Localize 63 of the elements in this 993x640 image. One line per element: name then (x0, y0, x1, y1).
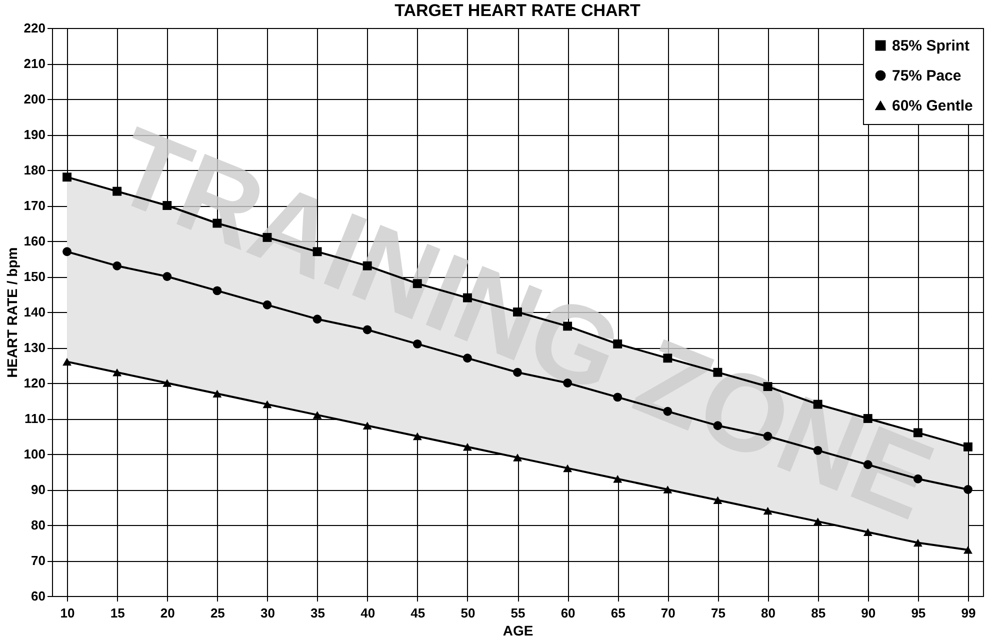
x-tick-label: 25 (210, 606, 225, 620)
point (863, 528, 872, 536)
point (964, 442, 972, 452)
point (513, 454, 522, 462)
point (312, 411, 322, 419)
legend-label: 75% Pace (892, 68, 962, 84)
x-tick-label: 65 (610, 606, 626, 620)
x-tick-label: 85 (811, 606, 826, 620)
x-axis-title: AGE (502, 622, 534, 638)
y-tick-label: 190 (24, 127, 46, 142)
point (964, 485, 972, 494)
x-tick-label: 99 (961, 606, 976, 620)
point (613, 392, 622, 402)
legend-label: 60% Gentle (892, 98, 973, 114)
point (62, 172, 72, 182)
point (412, 432, 422, 440)
x-tick-label: 90 (861, 606, 876, 620)
point (62, 358, 72, 366)
y-tick-label: 210 (24, 56, 46, 71)
x-tick-label: 10 (60, 606, 75, 620)
x-tick-label: 30 (260, 606, 275, 620)
y-tick-label: 200 (24, 92, 46, 106)
point (62, 247, 72, 256)
x-tick-label: 40 (360, 606, 376, 620)
y-tick-label: 180 (24, 162, 46, 178)
x-tick-label: 15 (110, 606, 125, 620)
legend-label: 85% Sprint (892, 38, 970, 54)
y-tick-label: 80 (31, 518, 46, 532)
y-tick-label: 160 (24, 234, 46, 248)
y-tick-label: 150 (24, 269, 46, 284)
x-tick-label: 75 (710, 606, 726, 620)
y-axis-title: HEART RATE / bpm (4, 247, 20, 378)
y-tick-label: 90 (31, 482, 46, 497)
point (112, 186, 122, 196)
point (462, 443, 472, 451)
x-tick-label: 60 (560, 606, 576, 620)
x-tick-label: 50 (460, 606, 476, 620)
y-tick-label: 70 (31, 553, 46, 568)
point (112, 368, 122, 376)
y-tick-label: 140 (24, 304, 46, 320)
y-tick-label: 220 (24, 20, 46, 36)
y-tick-label: 60 (31, 588, 46, 604)
point (613, 474, 622, 483)
x-tick-label: 55 (510, 606, 526, 620)
y-tick-label: 120 (24, 376, 46, 390)
y-tick-label: 110 (24, 411, 46, 426)
y-tick-label: 170 (24, 198, 46, 213)
y-tick-label: 130 (24, 340, 46, 355)
point (362, 422, 372, 430)
point (964, 546, 972, 554)
x-tick-label: 70 (660, 606, 676, 620)
point (112, 261, 122, 270)
x-tick-label: 95 (911, 606, 926, 620)
point (262, 400, 272, 408)
chart-title: TARGET HEART RATE CHART (394, 1, 642, 20)
point (913, 538, 922, 547)
y-tick-label: 100 (24, 446, 46, 462)
point (563, 464, 572, 472)
point (212, 390, 222, 398)
x-tick-label: 35 (310, 606, 326, 620)
x-tick-label: 20 (160, 606, 175, 620)
x-tick-label: 80 (761, 606, 776, 620)
x-tick-label: 45 (410, 606, 426, 620)
